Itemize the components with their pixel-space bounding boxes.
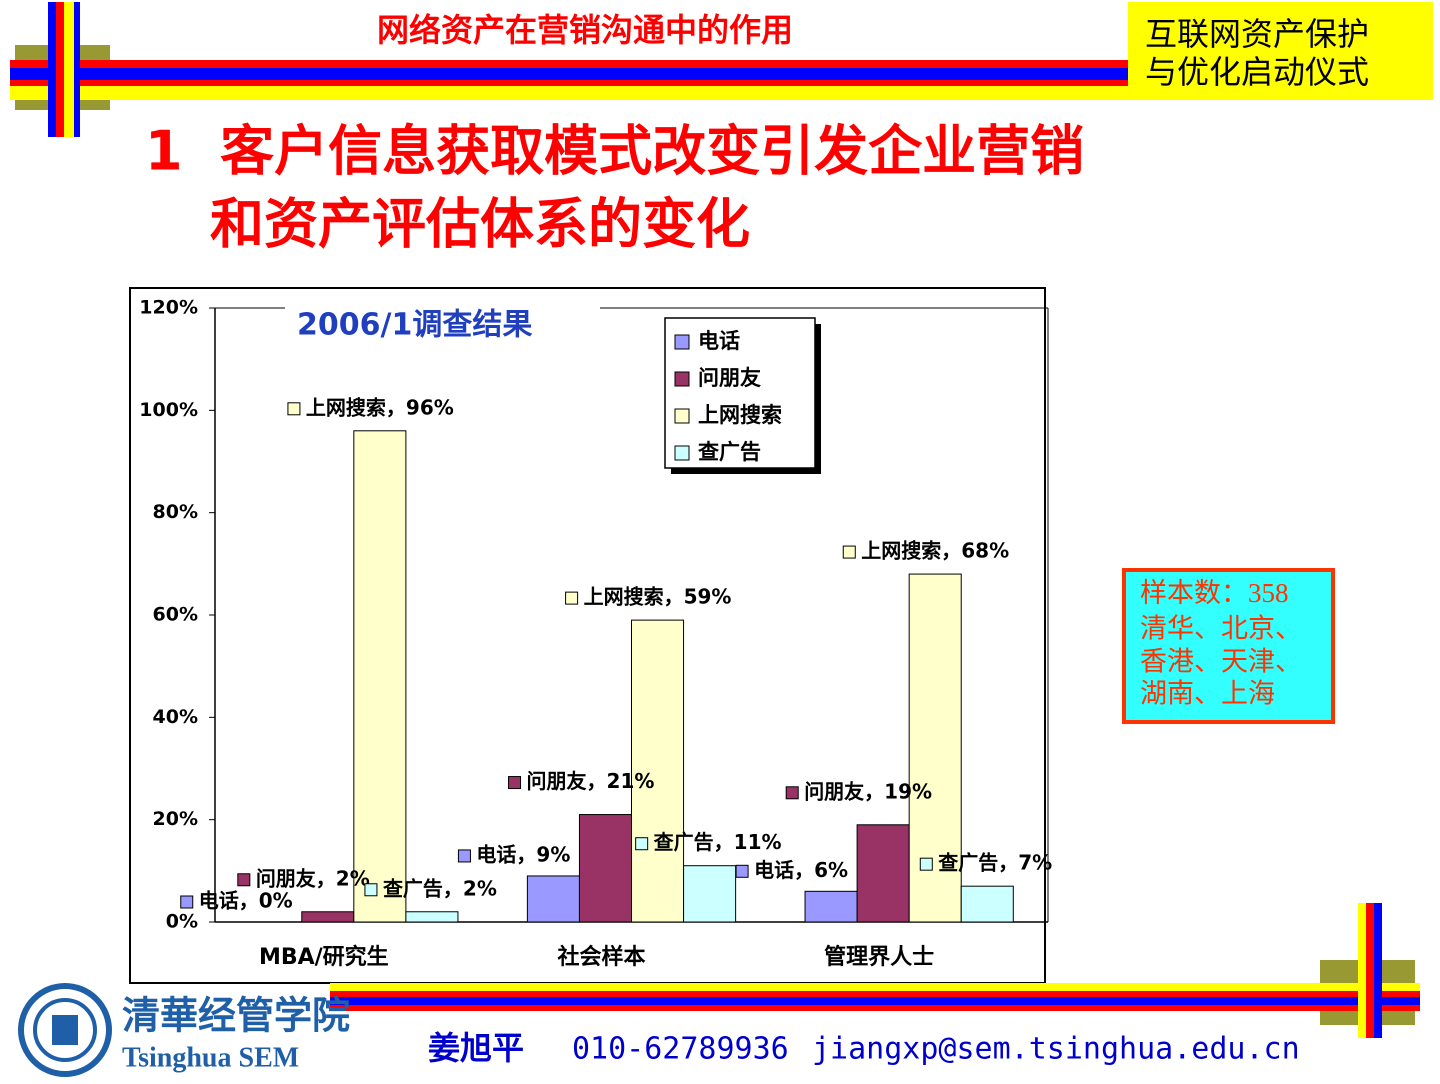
data-label: 上网搜索，96% bbox=[306, 395, 454, 419]
data-label: 电话，9% bbox=[476, 842, 570, 866]
bottom-stripes bbox=[330, 903, 1420, 1038]
data-label: 问朋友，19% bbox=[804, 779, 932, 803]
data-label: 查广告，7% bbox=[938, 851, 1052, 875]
data-label-marker bbox=[785, 786, 799, 800]
data-label-marker bbox=[565, 591, 579, 605]
y-tick-label: 120% bbox=[139, 297, 198, 319]
contact-name: 姜旭平 bbox=[428, 1029, 524, 1067]
data-label: 上网搜索，59% bbox=[584, 585, 732, 609]
data-label-marker bbox=[180, 895, 194, 909]
data-label: 电话，0% bbox=[199, 889, 293, 913]
y-tick-label: 0% bbox=[166, 911, 198, 933]
data-label-marker bbox=[364, 883, 378, 897]
data-label-marker bbox=[735, 864, 749, 878]
x-tick-label: MBA/研究生 bbox=[259, 944, 389, 970]
y-tick-label: 80% bbox=[153, 501, 198, 523]
bar bbox=[908, 573, 962, 923]
sample-line: 香港、天津、 bbox=[1140, 647, 1302, 678]
legend-label: 问朋友 bbox=[698, 366, 761, 390]
top-stripes bbox=[10, 2, 1135, 137]
sample-line: 样本数：358 bbox=[1140, 578, 1289, 608]
data-label-marker bbox=[237, 873, 251, 887]
data-label-marker bbox=[287, 402, 301, 416]
chart: 2006/1调查结果 0% 20% 40% 60% 80% 100% 120% MBA/研究生 社… bbox=[139, 297, 1052, 971]
heading: 1 客户信息获取模式改变引发企业营销 bbox=[145, 120, 1084, 183]
data-label: 查广告，11% bbox=[654, 830, 782, 854]
badge-line: 与优化启动仪式 bbox=[1145, 53, 1369, 91]
x-tick-label: 管理界人士 bbox=[824, 944, 934, 970]
data-label: 电话，6% bbox=[754, 858, 848, 882]
y-tick-label: 20% bbox=[153, 808, 198, 830]
y-tick-label: 60% bbox=[153, 604, 198, 626]
data-label: 问朋友，21% bbox=[527, 769, 655, 793]
legend-label: 上网搜索 bbox=[698, 403, 782, 427]
chart-title: 2006/1调查结果 bbox=[297, 308, 532, 343]
data-label-marker bbox=[919, 857, 933, 871]
data-label-marker bbox=[508, 776, 522, 790]
bar bbox=[301, 911, 355, 923]
y-tick-label: 100% bbox=[139, 399, 198, 421]
sample-line: 湖南、上海 bbox=[1140, 679, 1275, 710]
y-tick-label: 40% bbox=[153, 706, 198, 728]
sample-box bbox=[1122, 568, 1335, 724]
legend-swatch bbox=[674, 408, 690, 424]
bar bbox=[960, 885, 1014, 923]
bar bbox=[804, 890, 858, 923]
bar bbox=[405, 911, 459, 923]
bar bbox=[856, 824, 910, 923]
data-label-marker bbox=[635, 837, 649, 851]
sample-line: 清华、北京、 bbox=[1140, 614, 1302, 645]
legend-swatch bbox=[674, 371, 690, 387]
data-label-marker bbox=[457, 849, 471, 863]
legend-label: 电话 bbox=[698, 329, 740, 353]
heading: 和资产评估体系的变化 bbox=[210, 193, 750, 256]
data-label-marker bbox=[842, 545, 856, 559]
x-tick-label: 社会样本 bbox=[557, 944, 645, 970]
logo bbox=[18, 983, 112, 1077]
badge-line: 互联网资产保护 bbox=[1145, 15, 1369, 53]
contact-email: jiangxp@sem.tsinghua.edu.cn bbox=[812, 1032, 1300, 1067]
legend-label: 查广告 bbox=[698, 440, 761, 464]
data-label: 上网搜索，68% bbox=[861, 539, 1009, 563]
badge bbox=[1128, 2, 1433, 100]
bar bbox=[683, 865, 737, 923]
header-title: 网络资产在营销沟通中的作用 bbox=[377, 11, 793, 49]
bar bbox=[353, 430, 407, 923]
legend bbox=[664, 317, 816, 469]
legend-swatch bbox=[674, 445, 690, 461]
logo-text: 清華经管学院 bbox=[122, 994, 350, 1038]
legend-swatch bbox=[674, 334, 690, 350]
contact-phone: 010-62789936 bbox=[572, 1032, 789, 1067]
logo-text: Tsinghua SEM bbox=[122, 1042, 299, 1073]
bar bbox=[526, 875, 580, 923]
data-label: 问朋友，2% bbox=[256, 866, 370, 890]
data-label: 查广告，2% bbox=[383, 876, 497, 900]
bar bbox=[578, 814, 632, 923]
bar bbox=[631, 619, 685, 923]
